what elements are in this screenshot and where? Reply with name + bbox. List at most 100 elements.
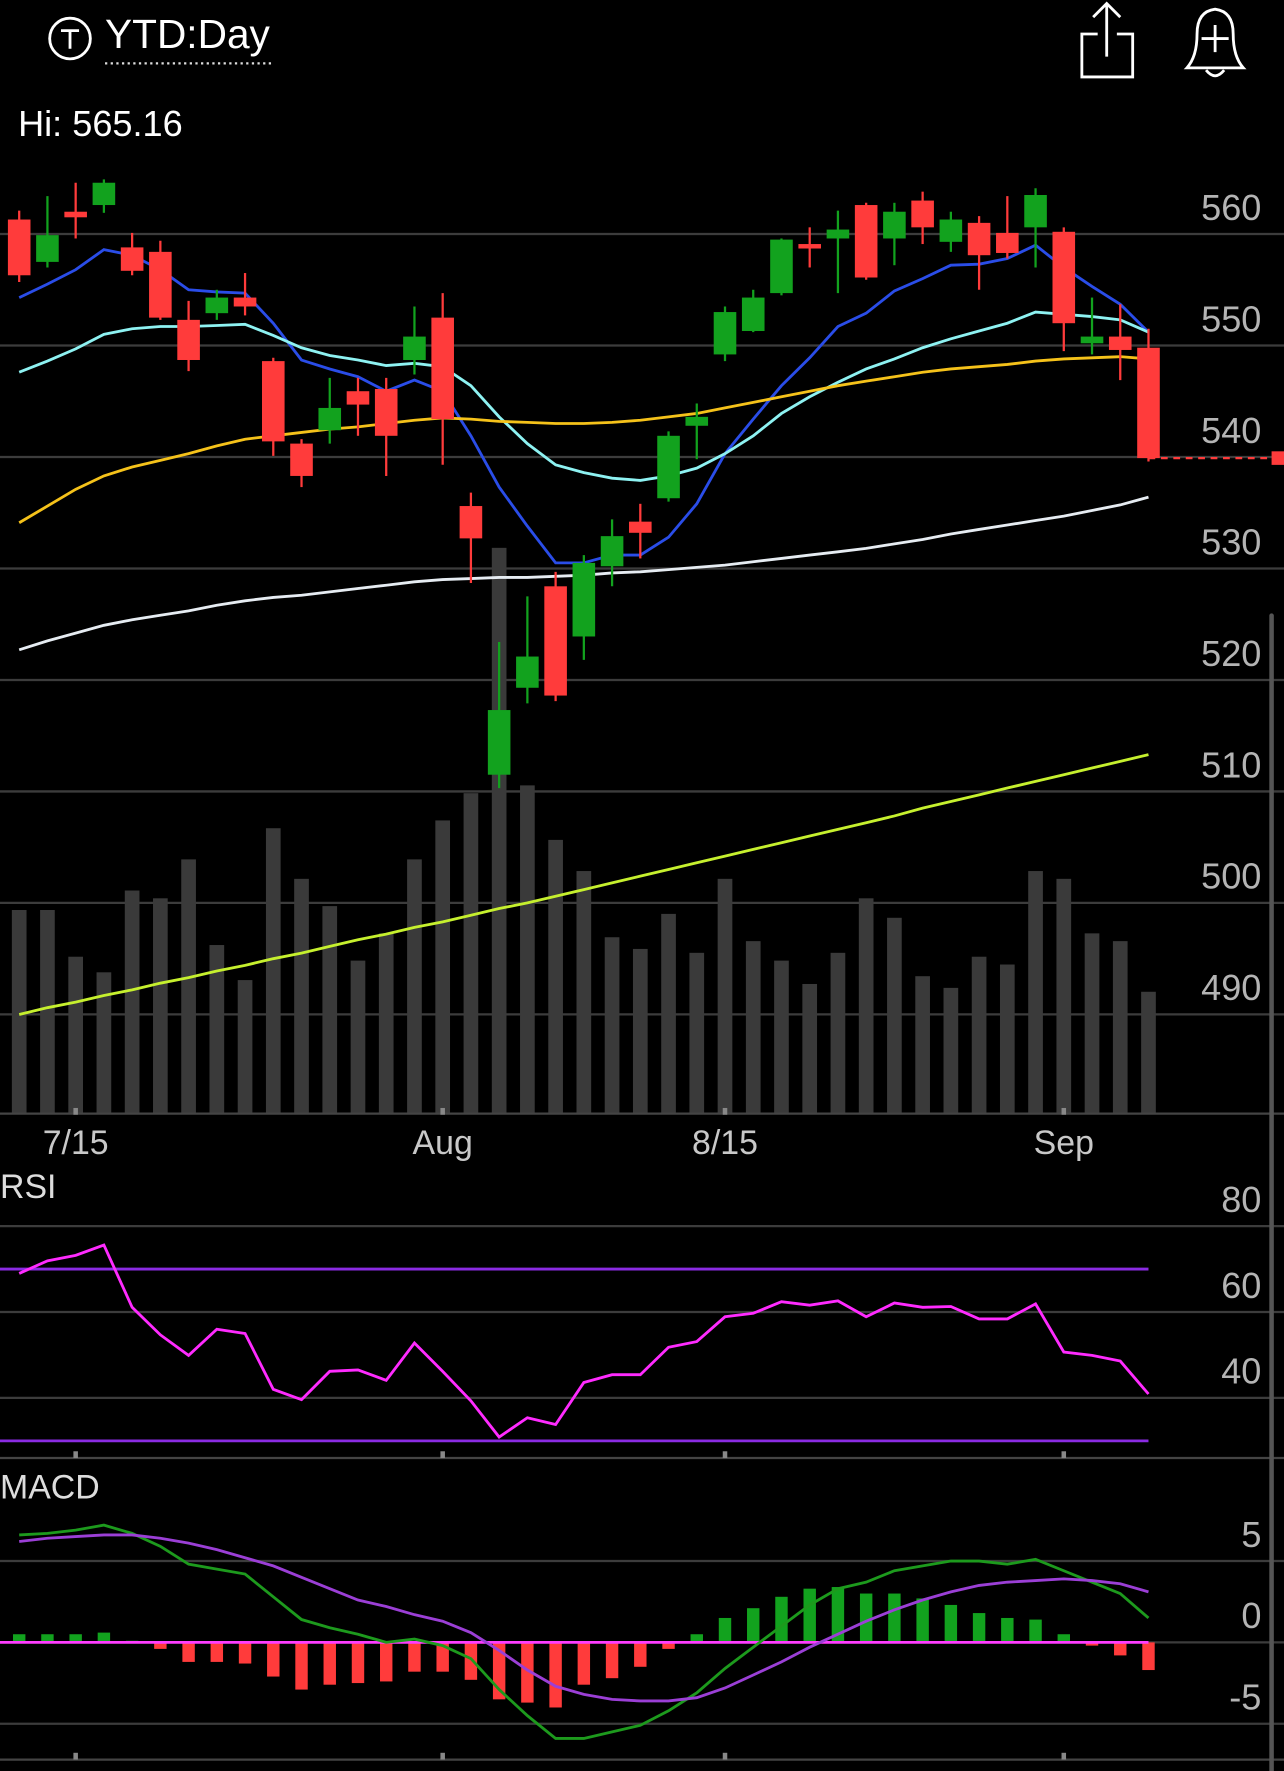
volume-bar <box>96 972 112 1113</box>
candle-body <box>290 443 313 476</box>
volume-bar <box>153 898 168 1113</box>
histogram-bar <box>210 1642 224 1662</box>
volume-bar <box>1028 871 1043 1113</box>
histogram-bar <box>323 1642 336 1685</box>
volume-bar <box>181 859 196 1113</box>
histogram-bar <box>803 1588 816 1643</box>
moving-average <box>18 355 1149 524</box>
candle-body <box>685 416 709 426</box>
alert-button[interactable] <box>1183 7 1247 78</box>
volume-bar <box>11 909 27 1113</box>
volume-bar <box>1141 991 1156 1113</box>
y-tick-label: 510 <box>1201 744 1261 785</box>
volume-bar <box>689 952 705 1113</box>
y-tick-label: 500 <box>1201 856 1261 897</box>
volume-bar <box>604 937 620 1113</box>
candle-body <box>516 656 539 688</box>
candle-body <box>64 211 87 218</box>
candle-body <box>713 312 737 355</box>
volume-bar <box>265 828 281 1113</box>
candle-body <box>572 562 596 637</box>
timeframe-selector[interactable]: YTD:Day <box>48 11 275 65</box>
volume-bar <box>1056 878 1072 1113</box>
histogram-bar <box>1001 1617 1014 1643</box>
volume-bar <box>124 890 140 1113</box>
candle-body <box>1137 347 1160 459</box>
volume-bar <box>491 547 507 1113</box>
histogram-bar <box>831 1587 845 1643</box>
histogram-bar <box>944 1604 958 1643</box>
histogram-bar <box>97 1632 111 1643</box>
macd-line <box>19 1533 1149 1703</box>
histogram-bar <box>634 1642 647 1667</box>
y-tick-label: 550 <box>1201 298 1261 339</box>
histogram-bar <box>154 1642 167 1649</box>
timeframe-label[interactable]: YTD:Day <box>105 11 271 57</box>
volume-bar <box>407 859 422 1113</box>
volume-bar <box>435 820 451 1113</box>
volume-bar <box>999 964 1015 1113</box>
histogram-bar <box>1085 1642 1099 1646</box>
y-tick-label: 60 <box>1221 1265 1261 1306</box>
volume-bar <box>830 952 846 1113</box>
histogram-bar <box>267 1642 280 1677</box>
histogram-bar <box>351 1642 365 1684</box>
candle-body <box>36 235 59 262</box>
volume-bar <box>661 913 676 1113</box>
volume-bar <box>1084 933 1100 1113</box>
candle-body <box>374 388 398 436</box>
histogram-bar <box>577 1642 591 1685</box>
candle-body <box>939 219 963 242</box>
share-button[interactable] <box>1080 1 1135 79</box>
histogram-bar <box>12 1634 26 1643</box>
histogram-bar <box>41 1634 54 1643</box>
volume-bar <box>68 956 84 1113</box>
y-tick-label: 40 <box>1221 1351 1261 1392</box>
candle-body <box>770 239 793 294</box>
histogram-bar <box>69 1634 82 1643</box>
candle-body <box>911 200 934 228</box>
histogram-bar <box>464 1642 478 1680</box>
candle-body <box>261 361 285 442</box>
histogram-bar <box>1142 1642 1155 1671</box>
bell-body <box>1183 7 1247 70</box>
volume-bar <box>378 933 394 1113</box>
volume-bar <box>915 976 930 1113</box>
histogram-bar <box>662 1642 675 1649</box>
candle-body <box>318 407 342 431</box>
high-label: Hi: 565.16 <box>18 103 183 144</box>
histogram-bar <box>549 1642 562 1708</box>
share-box <box>1080 32 1135 79</box>
volume-bar <box>576 871 592 1113</box>
bell-clapper <box>1204 69 1226 78</box>
last-price-marker <box>1271 451 1284 465</box>
x-tick-label: Sep <box>1034 1124 1094 1162</box>
candle-body <box>487 710 511 775</box>
histogram-bar <box>436 1642 449 1672</box>
volume-bar <box>632 948 648 1113</box>
histogram-bar <box>775 1596 788 1643</box>
volume-bar <box>294 878 309 1113</box>
candle-body <box>826 229 850 239</box>
volume-bar <box>350 960 366 1113</box>
histogram-bar <box>408 1642 421 1672</box>
histogram-bar <box>690 1634 703 1643</box>
histogram-bar <box>859 1593 873 1643</box>
histogram-bar <box>238 1642 252 1664</box>
candle-body <box>544 586 567 696</box>
moving-average <box>18 753 1149 1016</box>
histogram-bar <box>605 1642 619 1679</box>
x-tick-label: Aug <box>413 1124 473 1162</box>
candle-body <box>854 205 878 278</box>
volume-bar <box>463 793 479 1113</box>
y-tick-label: 530 <box>1201 521 1261 562</box>
candle-body <box>967 222 991 256</box>
candle-body <box>798 244 821 249</box>
volume-bar <box>774 960 789 1113</box>
histogram-bar <box>1114 1642 1127 1656</box>
candle-body <box>7 219 31 276</box>
volume-bar <box>520 785 535 1113</box>
